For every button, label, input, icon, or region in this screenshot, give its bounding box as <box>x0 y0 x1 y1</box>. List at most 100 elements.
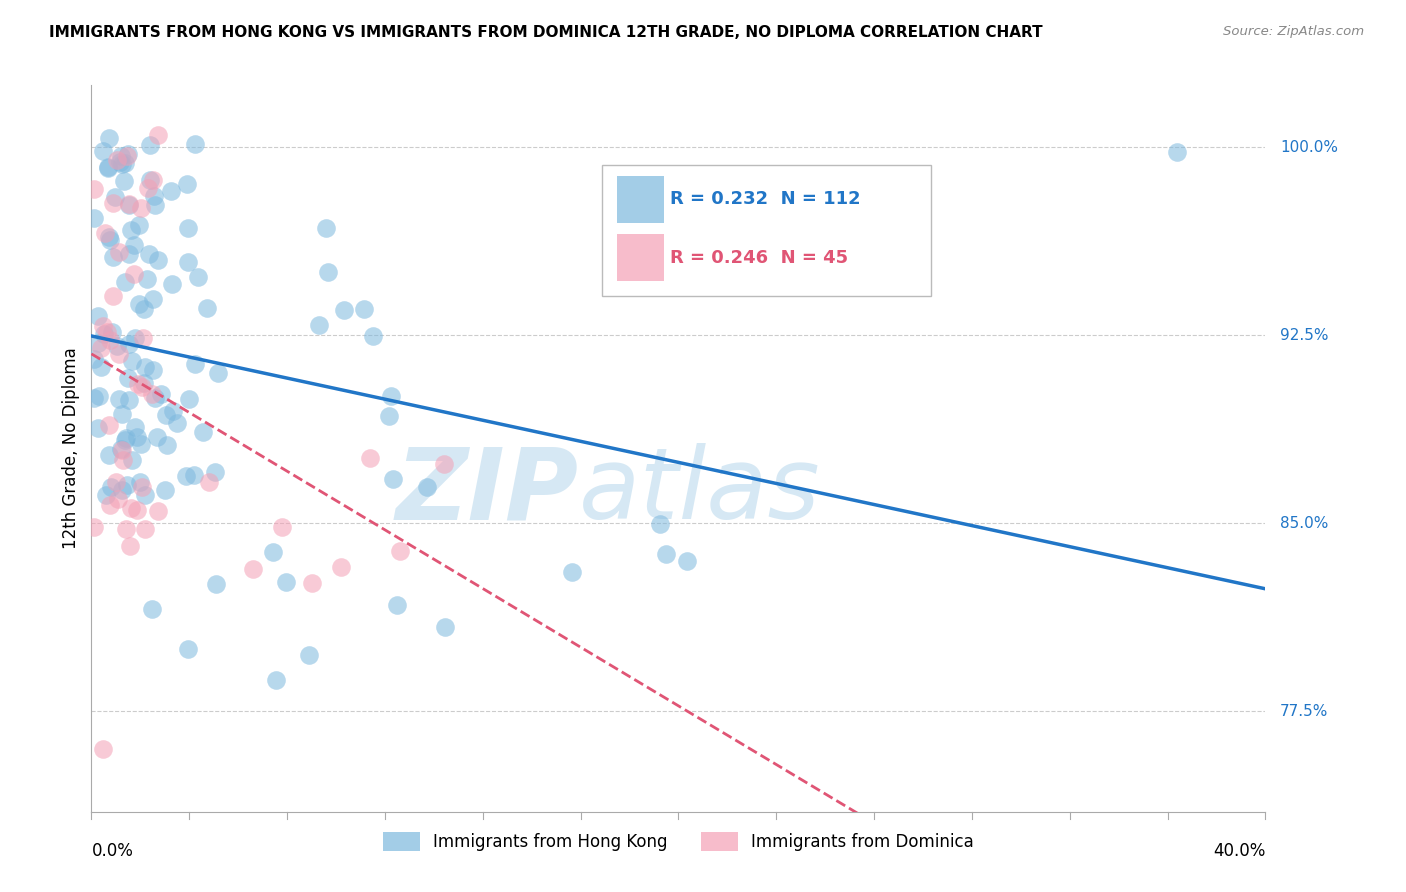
Point <box>561 565 583 579</box>
Point <box>83 352 105 367</box>
Point <box>101 196 124 211</box>
Point <box>136 272 159 286</box>
Text: 85.0%: 85.0% <box>1279 516 1329 531</box>
Point <box>118 539 141 553</box>
Point <box>98 130 121 145</box>
Point <box>101 289 124 303</box>
Point <box>353 301 375 316</box>
Point <box>264 673 287 687</box>
FancyBboxPatch shape <box>602 165 931 295</box>
Point <box>124 419 146 434</box>
Point <box>131 480 153 494</box>
Point <box>134 360 156 375</box>
Point <box>111 407 134 421</box>
Point <box>301 576 323 591</box>
Point <box>87 421 110 435</box>
Point <box>115 522 138 536</box>
Point <box>388 544 411 558</box>
Point <box>177 642 200 657</box>
Point <box>184 136 207 151</box>
Point <box>120 223 142 237</box>
Point <box>142 292 165 306</box>
Point <box>315 221 337 235</box>
Point <box>134 522 156 536</box>
FancyBboxPatch shape <box>617 176 664 223</box>
Text: 77.5%: 77.5% <box>1279 704 1329 719</box>
Point <box>363 329 385 343</box>
Point <box>93 327 115 342</box>
Point <box>128 218 150 232</box>
Point <box>110 443 132 458</box>
Point <box>100 480 122 494</box>
Text: 100.0%: 100.0% <box>1279 140 1339 155</box>
Point <box>174 469 197 483</box>
Text: R = 0.232  N = 112: R = 0.232 N = 112 <box>671 190 860 208</box>
Point <box>87 309 110 323</box>
Point <box>191 425 214 440</box>
Point <box>176 177 198 191</box>
Text: 92.5%: 92.5% <box>1279 328 1329 343</box>
Point <box>139 172 162 186</box>
Point <box>675 554 697 568</box>
Point <box>87 336 110 351</box>
Point <box>132 301 155 316</box>
Point <box>83 391 105 405</box>
Legend: Immigrants from Hong Kong, Immigrants from Dominica: Immigrants from Hong Kong, Immigrants fr… <box>377 825 980 858</box>
Point <box>197 475 219 489</box>
Point <box>90 341 112 355</box>
Point <box>332 302 354 317</box>
Point <box>298 648 321 662</box>
Point <box>115 432 138 446</box>
Point <box>385 599 408 613</box>
Point <box>160 184 183 198</box>
Text: 40.0%: 40.0% <box>1213 842 1265 860</box>
Point <box>108 392 131 406</box>
Point <box>271 520 294 534</box>
Text: ZIP: ZIP <box>395 443 579 541</box>
Point <box>1166 145 1188 160</box>
Point <box>166 417 188 431</box>
Point <box>153 483 176 497</box>
Point <box>308 318 330 332</box>
Point <box>108 154 131 169</box>
Point <box>91 318 114 333</box>
Point <box>83 211 105 225</box>
Point <box>329 559 352 574</box>
Point <box>146 128 169 143</box>
Point <box>143 189 166 203</box>
Point <box>98 233 121 247</box>
Point <box>97 161 120 175</box>
Point <box>105 475 128 489</box>
Point <box>120 501 142 516</box>
Y-axis label: 12th Grade, No Diploma: 12th Grade, No Diploma <box>62 347 80 549</box>
Point <box>274 574 297 589</box>
Point <box>177 220 200 235</box>
Text: 0.0%: 0.0% <box>91 842 134 860</box>
Point <box>107 492 129 507</box>
Point <box>105 339 128 353</box>
Point <box>380 389 402 403</box>
Point <box>184 357 207 371</box>
Text: atlas: atlas <box>579 443 820 541</box>
Point <box>183 468 205 483</box>
Point <box>145 430 167 444</box>
Point <box>103 250 125 264</box>
Point <box>118 198 141 212</box>
Point <box>650 517 672 532</box>
Point <box>105 153 128 168</box>
Point <box>433 620 456 634</box>
Point <box>111 157 134 171</box>
Point <box>156 438 179 452</box>
Point <box>117 371 139 385</box>
Point <box>177 255 200 269</box>
Point <box>195 301 218 315</box>
Point <box>141 602 163 616</box>
Point <box>318 265 340 279</box>
Point <box>150 387 173 401</box>
Text: IMMIGRANTS FROM HONG KONG VS IMMIGRANTS FROM DOMINICA 12TH GRADE, NO DIPLOMA COR: IMMIGRANTS FROM HONG KONG VS IMMIGRANTS … <box>49 25 1043 40</box>
Point <box>108 347 131 361</box>
Point <box>98 230 121 244</box>
Point <box>125 430 148 444</box>
Point <box>262 545 284 559</box>
Point <box>205 576 228 591</box>
